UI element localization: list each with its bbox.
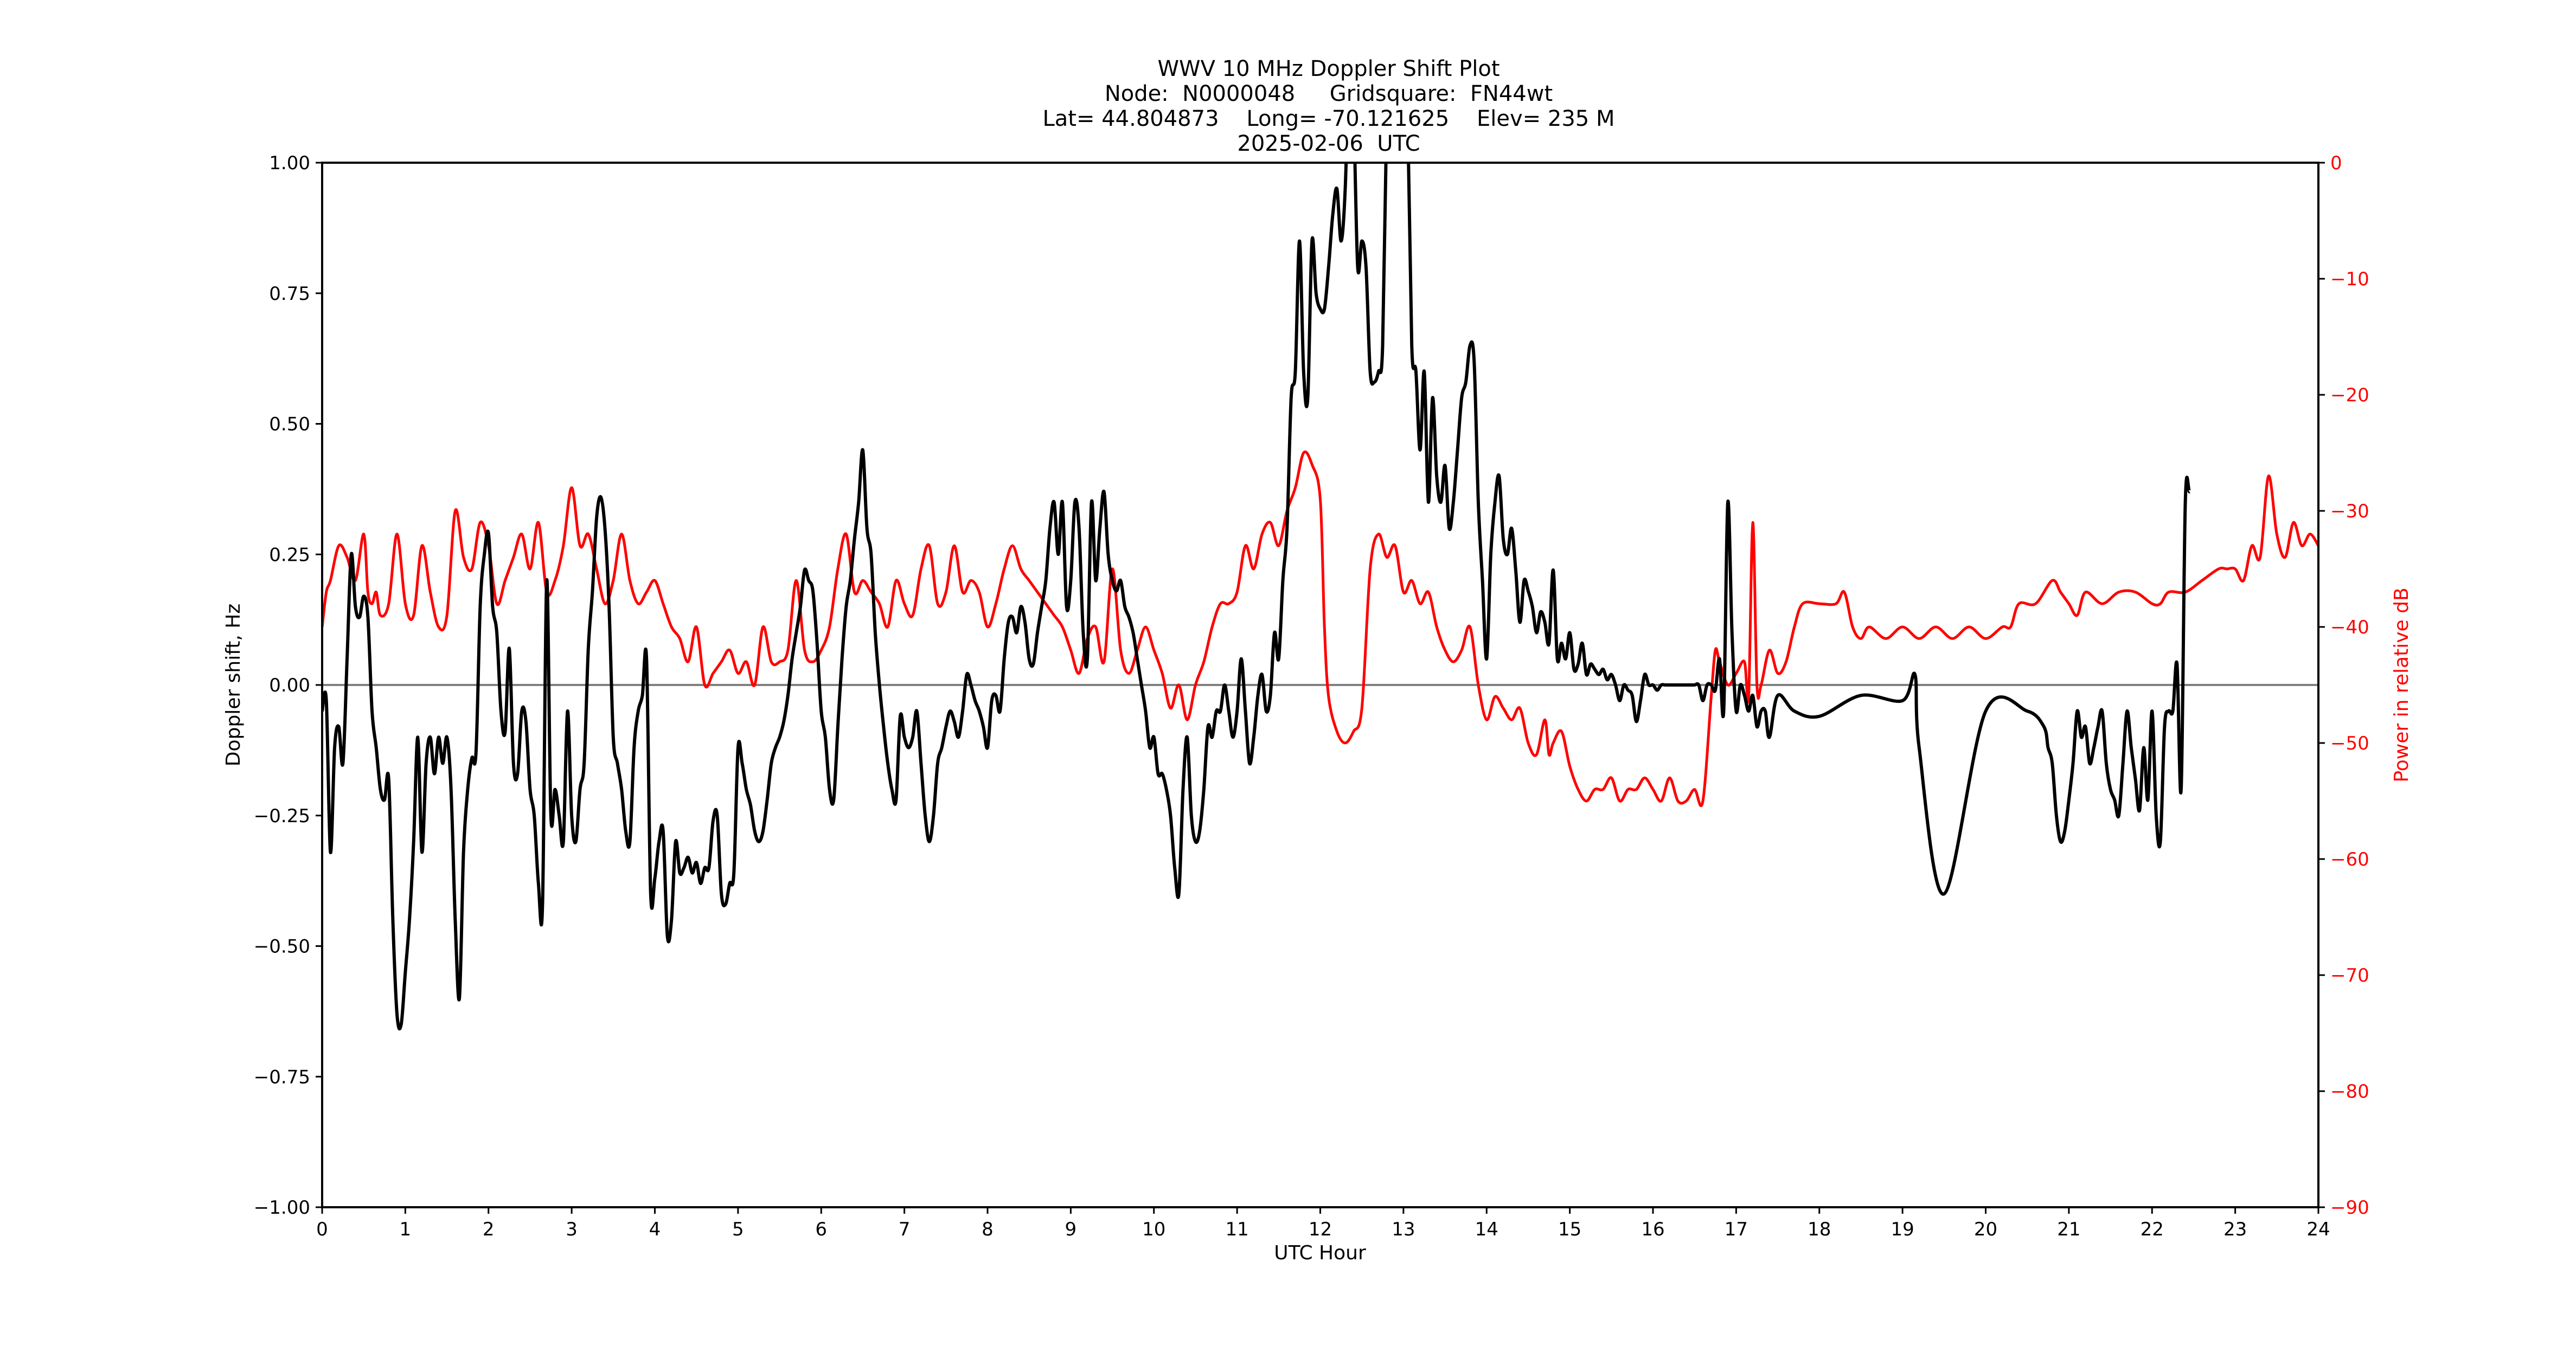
- plot-area: [321, 162, 2319, 1208]
- y2-tick-label: −50: [2330, 733, 2369, 754]
- y-tick-label: −0.75: [254, 1066, 310, 1088]
- x-tick-label: 22: [2141, 1219, 2164, 1240]
- y2-tick-label: −20: [2330, 385, 2369, 406]
- chart-title: WWV 10 MHz Doppler Shift Plot Node: N000…: [1043, 56, 1615, 156]
- x-tick-label: 21: [2057, 1219, 2080, 1240]
- y2-tick-label: −90: [2330, 1197, 2369, 1219]
- y-tick-label: 1.00: [269, 152, 310, 174]
- x-tick-label: 15: [1558, 1219, 1581, 1240]
- x-tick-label: 19: [1891, 1219, 1914, 1240]
- x-tick-label: 11: [1225, 1219, 1248, 1240]
- x-tick-label: 8: [982, 1219, 994, 1240]
- x-tick-label: 7: [899, 1219, 911, 1240]
- x-tick-label: 5: [732, 1219, 744, 1240]
- y2-tick-label: −10: [2330, 268, 2369, 290]
- x-tick-label: 12: [1309, 1219, 1332, 1240]
- x-axis: 0 1 2 3 4 5 6 7 8 9 10 11 12 13 14 15 16 17 18 19 20 21 22 23 24: [316, 1207, 2330, 1240]
- x-tick-label: 24: [2306, 1219, 2330, 1240]
- x-tick-label: 13: [1392, 1219, 1415, 1240]
- x-tick-label: 0: [316, 1219, 328, 1240]
- y-axis-label-right: Power in relative dB: [2391, 587, 2413, 782]
- y-tick-label: 0.75: [269, 283, 310, 305]
- y2-tick-label: −30: [2330, 501, 2369, 522]
- y2-tick-label: −70: [2330, 965, 2369, 987]
- x-tick-label: 23: [2223, 1219, 2247, 1240]
- x-tick-label: 18: [1808, 1219, 1831, 1240]
- y-axis-left: −1.00 −0.75 −0.50 −0.25 0.00 0.25 0.50 0.75 1.00: [254, 152, 322, 1219]
- x-tick-label: 10: [1142, 1219, 1165, 1240]
- x-tick-label: 1: [400, 1219, 412, 1240]
- y-tick-label: −1.00: [254, 1197, 310, 1219]
- title-line-4: 2025-02-06 UTC: [1237, 131, 1420, 156]
- power-series-line: [322, 450, 2318, 808]
- doppler-series-line: [322, 163, 2191, 1030]
- y-tick-label: −0.25: [254, 805, 310, 827]
- x-tick-label: 2: [483, 1219, 495, 1240]
- x-axis-label: UTC Hour: [1274, 1242, 1366, 1264]
- x-tick-label: 3: [566, 1219, 578, 1240]
- y-tick-label: 0.00: [269, 675, 310, 696]
- x-tick-label: 17: [1725, 1219, 1748, 1240]
- y-tick-label: 0.25: [269, 544, 310, 566]
- y2-tick-label: −60: [2330, 849, 2369, 870]
- x-tick-label: 6: [815, 1219, 827, 1240]
- title-line-1: WWV 10 MHz Doppler Shift Plot: [1157, 56, 1500, 81]
- y-tick-label: −0.50: [254, 936, 310, 958]
- y2-tick-label: −40: [2330, 617, 2369, 638]
- x-tick-label: 20: [1974, 1219, 1997, 1240]
- y2-tick-label: 0: [2330, 152, 2342, 174]
- x-tick-label: 4: [649, 1219, 661, 1240]
- y-axis-right: −90 −80 −70 −60 −50 −40 −30 −20 −10 0: [2318, 152, 2369, 1219]
- x-tick-label: 14: [1475, 1219, 1498, 1240]
- title-line-3: Lat= 44.804873 Long= -70.121625 Elev= 23…: [1043, 106, 1615, 131]
- y-tick-label: 0.50: [269, 414, 310, 435]
- y-axis-label-left: Doppler shift, Hz: [222, 604, 245, 766]
- x-tick-label: 16: [1641, 1219, 1664, 1240]
- y2-tick-label: −80: [2330, 1081, 2369, 1103]
- title-line-2: Node: N0000048 Gridsquare: FN44wt: [1105, 81, 1553, 106]
- x-tick-label: 9: [1065, 1219, 1077, 1240]
